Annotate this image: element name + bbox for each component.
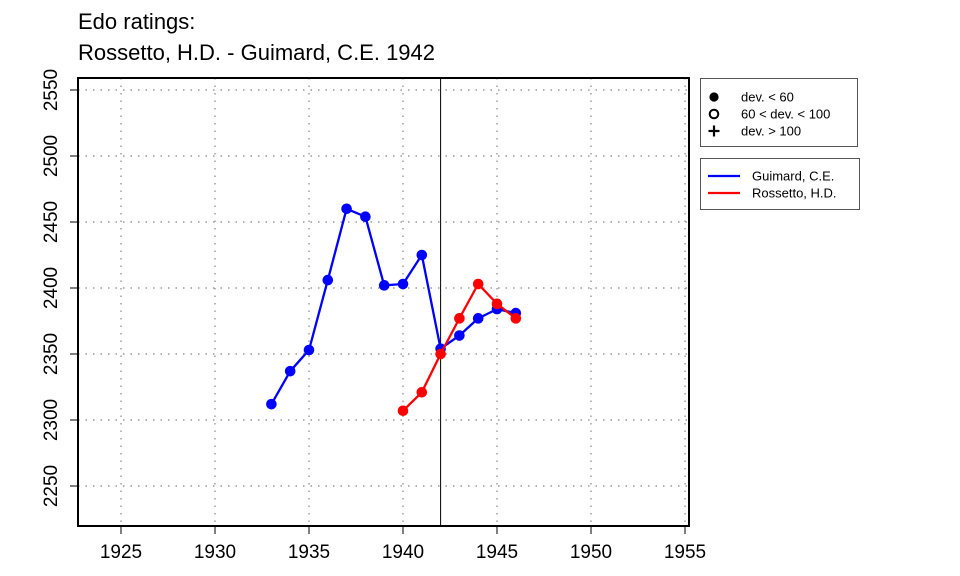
y-tick-label: 2300 bbox=[41, 399, 62, 441]
data-point bbox=[397, 405, 409, 417]
marker-legend-label: 60 < dev. < 100 bbox=[741, 107, 830, 122]
marker-legend: dev. < 60 60 < dev. < 100 dev. > 100 bbox=[700, 78, 858, 147]
chart-subtitle: Rossetto, H.D. - Guimard, C.E. 1942 bbox=[78, 40, 435, 65]
y-tick-label: 2350 bbox=[41, 333, 62, 375]
data-point bbox=[284, 365, 296, 377]
series-legend-box bbox=[700, 158, 860, 210]
x-tick-label: 1925 bbox=[100, 542, 142, 563]
plus-icon bbox=[708, 125, 720, 137]
chart-title: Edo ratings: bbox=[78, 9, 195, 34]
marker-legend-label: dev. > 100 bbox=[741, 124, 801, 139]
series-legend: Guimard, C.E. Rossetto, H.D. bbox=[700, 158, 860, 210]
series-rossetto bbox=[397, 278, 522, 417]
data-point bbox=[454, 330, 465, 341]
marker-legend-label: dev. < 60 bbox=[741, 90, 794, 105]
grid bbox=[78, 78, 689, 526]
series-legend-label: Rossetto, H.D. bbox=[752, 186, 837, 201]
series-guimard bbox=[266, 203, 522, 410]
legends: dev. < 60 60 < dev. < 100 dev. > 100 Guimar… bbox=[700, 78, 860, 210]
data-point bbox=[360, 211, 371, 223]
y-tick-label: 2400 bbox=[41, 267, 62, 309]
data-point bbox=[472, 278, 484, 290]
y-tick-label: 2550 bbox=[41, 69, 62, 111]
data-point bbox=[322, 274, 334, 286]
y-tick-label: 2450 bbox=[41, 201, 62, 243]
plot-frame bbox=[77, 77, 690, 527]
data-point bbox=[416, 386, 428, 398]
x-tick-label: 1940 bbox=[382, 542, 424, 563]
data-point bbox=[266, 398, 277, 410]
series-line bbox=[270, 207, 517, 405]
open-circle-icon bbox=[708, 108, 720, 120]
data-point bbox=[491, 298, 503, 310]
data-point bbox=[416, 249, 428, 261]
x-tick-label: 1930 bbox=[194, 542, 236, 563]
x-tick-label: 1955 bbox=[664, 542, 706, 563]
series-layer bbox=[266, 203, 522, 417]
filled-circle-icon bbox=[709, 92, 719, 102]
data-point bbox=[378, 280, 390, 291]
series-legend-label: Guimard, C.E. bbox=[752, 169, 834, 184]
data-point bbox=[510, 313, 522, 324]
marker-legend-box bbox=[700, 78, 858, 147]
axes: 1925 1930 1935 1940 1945 1950 1955 2250 2300 2350… bbox=[41, 69, 706, 563]
x-tick-label: 1950 bbox=[570, 542, 612, 563]
x-tick-label: 1935 bbox=[288, 542, 330, 563]
data-point bbox=[397, 278, 409, 290]
y-tick-label: 2250 bbox=[41, 465, 62, 507]
data-point bbox=[341, 203, 352, 215]
data-point bbox=[454, 313, 465, 324]
y-tick-label: 2500 bbox=[41, 135, 62, 177]
data-point bbox=[303, 344, 315, 356]
x-tick-label: 1945 bbox=[476, 542, 518, 563]
data-point bbox=[472, 313, 484, 324]
data-point bbox=[435, 348, 446, 360]
